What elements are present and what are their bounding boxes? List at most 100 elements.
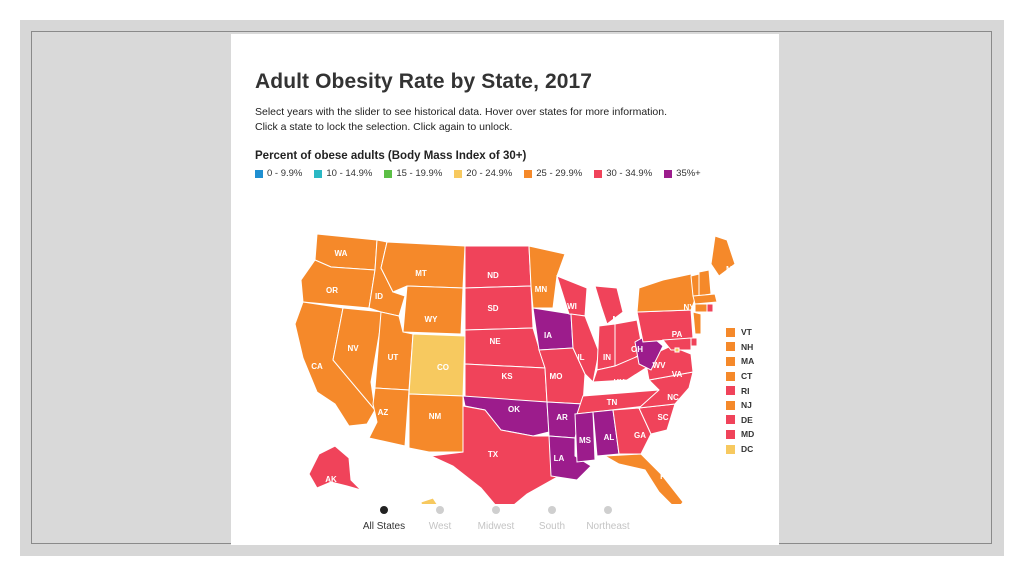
state-vt[interactable] [690,273,700,297]
region-dot [492,506,500,514]
state-pa[interactable] [636,309,694,343]
small-state-label: DE [741,414,753,425]
region-dot [604,506,612,514]
state-label-sc: SC [657,413,668,422]
state-label-nc: NC [667,393,679,402]
region-tab-midwest[interactable]: Midwest [461,506,531,532]
state-label-ky: KY [613,378,625,387]
state-label-mn: MN [535,285,548,294]
state-mi[interactable] [594,285,624,325]
legend-label: 35%+ [676,168,701,179]
region-tab-all-states[interactable]: All States [349,506,419,532]
legend-label: 30 - 34.9% [606,168,653,179]
state-nh[interactable] [698,269,712,297]
state-label-la: LA [554,454,565,463]
small-state-swatch [726,371,735,381]
region-label: South [538,521,566,532]
small-state-item[interactable]: NJ [726,398,754,413]
small-state-item[interactable]: CT [726,369,754,384]
state-md[interactable] [662,337,692,351]
legend-swatch [454,169,463,178]
state-ms[interactable] [574,411,596,463]
state-label-mt: MT [415,269,427,278]
small-state-item[interactable]: NH [726,340,754,355]
state-fl[interactable] [603,453,684,504]
legend: 0 - 9.9% 10 - 14.9% 15 - 19.9% 20 - 24.9… [255,168,701,179]
legend-label: 25 - 29.9% [536,168,583,179]
state-label-wv: WV [653,361,667,370]
legend-item: 25 - 29.9% [524,168,582,179]
legend-item: 35%+ [664,168,701,179]
state-label-co: CO [437,363,449,372]
state-label-mi: MI [613,315,622,324]
small-state-swatch [726,444,735,454]
state-label-ne: NE [489,337,501,346]
state-label-mo: MO [550,372,563,381]
small-state-item[interactable]: RI [726,383,754,398]
state-ri[interactable] [706,303,714,313]
map-card: Adult Obesity Rate by State, 2017 Select… [231,34,779,545]
state-ma[interactable] [692,293,718,305]
state-in[interactable] [596,323,616,371]
state-label-il: IL [577,353,584,362]
region-label: Midwest [477,521,515,532]
us-map: WA OR CA NV ID MT WY UT AZ CO NM ND SD NE KS OK TX MN IA MO… [294,233,739,504]
small-state-swatch [726,342,735,352]
state-label-wa: WA [335,249,348,258]
state-ak[interactable] [308,445,363,492]
state-ct[interactable] [694,303,708,313]
small-state-swatch [726,327,735,337]
state-tx[interactable] [429,405,560,504]
state-label-me: ME [726,265,739,274]
small-state-label: MA [741,356,755,367]
region-label: Northeast [586,521,630,532]
state-nv[interactable] [332,307,384,412]
state-nj[interactable] [692,311,702,335]
state-label-va: VA [672,370,683,379]
state-label-wi: WI [567,302,577,311]
state-label-ak: AK [325,475,337,484]
state-label-az: AZ [378,408,389,417]
state-nm[interactable] [408,393,464,453]
state-de[interactable] [690,337,698,347]
state-label-oh: OH [631,345,643,354]
region-tab-south[interactable]: South [517,506,587,532]
small-state-swatch [726,429,735,439]
state-label-ms: MS [579,436,592,445]
state-hi[interactable] [420,497,441,504]
description: Select years with the slider to see hist… [255,106,668,133]
state-label-ga: GA [634,431,646,440]
state-ia[interactable] [532,307,574,351]
small-state-swatch [726,400,735,410]
region-tab-northeast[interactable]: Northeast [573,506,643,532]
legend-swatch [594,169,603,178]
small-state-item[interactable]: VT [726,325,754,340]
state-label-ut: UT [388,353,399,362]
small-state-item[interactable]: MA [726,354,754,369]
small-state-item[interactable]: MD [726,427,754,442]
state-nd[interactable] [464,245,532,289]
state-ga[interactable] [612,407,652,455]
small-state-label: MD [741,429,755,440]
state-mn[interactable] [528,245,566,309]
state-mt[interactable] [380,241,466,293]
state-la[interactable] [548,435,592,481]
legend-swatch [664,169,673,178]
region-tab-west[interactable]: West [405,506,475,532]
small-state-item[interactable]: DE [726,413,754,428]
small-state-item[interactable]: DC [726,442,754,457]
legend-label: 0 - 9.9% [267,168,303,179]
state-ne[interactable] [464,327,546,369]
state-sd[interactable] [464,285,534,331]
state-me[interactable] [710,235,736,277]
state-label-nd: ND [487,271,499,280]
legend-item: 30 - 34.9% [594,168,652,179]
legend-swatch [384,169,393,178]
state-dc[interactable] [674,347,680,353]
state-label-ok: OK [508,405,520,414]
state-ks[interactable] [464,363,548,403]
state-az[interactable] [368,387,410,447]
state-wy[interactable] [402,285,464,335]
state-label-al: AL [604,433,615,442]
region-label: All States [362,521,406,532]
